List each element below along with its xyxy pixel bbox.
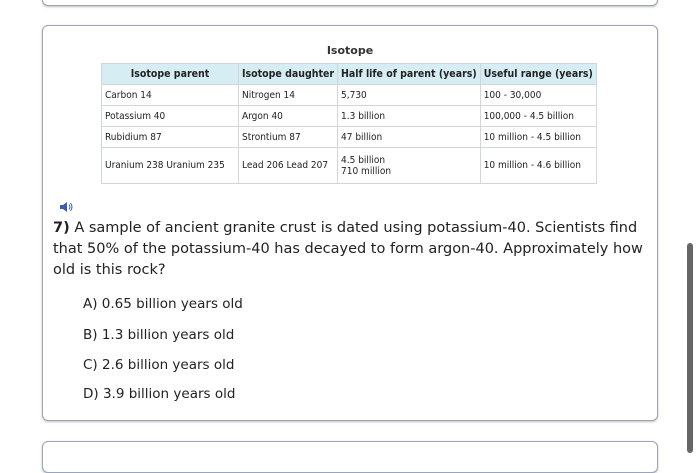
cell: Potassium 40 [101,105,239,127]
scrollbar[interactable] [687,243,693,453]
cell: 100,000 - 4.5 billion [479,105,597,127]
option-d[interactable]: D) 3.9 billion years old [83,386,236,402]
cell: 4.5 billion 710 million [337,147,481,184]
table-row: Rubidium 87 Strontium 87 47 billion 10 mill… [101,126,597,148]
question-number: 7) [53,220,70,236]
option-a[interactable]: A) 0.65 billion years old [83,296,243,312]
cell: Argon 40 [237,105,339,127]
cell: Strontium 87 [237,126,339,148]
halflife-u238: 4.5 billion [341,154,386,166]
table-row: Potassium 40 Argon 40 1.3 billion 100,000 -… [101,105,597,127]
cell: Nitrogen 14 [237,84,339,106]
cell: 10 million - 4.5 billion [479,126,597,148]
table-caption: Isotope [326,44,374,57]
table-header-row: Isotope parent Isotope daughter Half lif… [101,63,597,85]
isotope-table: Isotope parent Isotope daughter Half lif… [101,63,597,184]
cell: 1.3 billion [337,105,481,127]
option-b[interactable]: B) 1.3 billion years old [83,327,235,343]
header-cell: Isotope daughter [237,63,339,85]
header-cell: Useful range (years) [479,63,597,85]
cell: 5,730 [337,84,481,106]
question-text: 7) A sample of ancient granite crust is … [53,218,653,281]
speaker-icon[interactable] [59,201,73,213]
cell: 47 billion [337,126,481,148]
question-body: A sample of ancient granite crust is dat… [53,220,643,278]
halflife-u235: 710 million [341,165,392,177]
table-row: Uranium 238 Uranium 235 Lead 206 Lead 207… [101,147,597,184]
cell: Lead 206 Lead 207 [237,147,339,184]
cell: Carbon 14 [101,84,239,106]
header-cell: Half life of parent (years) [337,63,481,85]
table-row: Carbon 14 Nitrogen 14 5,730 100 - 30,000 [101,84,597,106]
cell: 100 - 30,000 [479,84,597,106]
previous-question-card [42,0,658,6]
cell: Rubidium 87 [101,126,239,148]
header-cell: Isotope parent [101,63,239,85]
question-card: Isotope Isotope parent Isotope daughter … [42,25,658,421]
option-c[interactable]: C) 2.6 billion years old [83,357,235,373]
cell: 10 million - 4.6 billion [479,147,597,184]
next-question-card [42,441,658,473]
cell: Uranium 238 Uranium 235 [101,147,239,184]
